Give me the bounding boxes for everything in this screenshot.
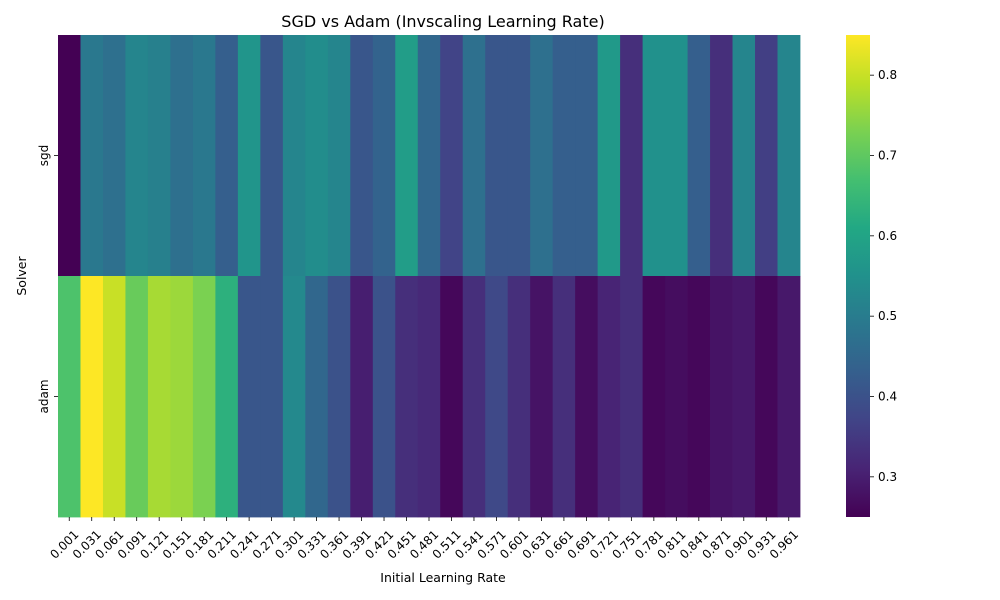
heatmap-cell-sgd-0.391 [350,35,374,277]
colorbar-ticks: 0.3 0.4 0.5 0.6 0.7 0.8 [870,68,897,484]
heatmap-cell-adam-0.961 [777,276,801,518]
heatmap-cell-adam-0.211 [215,276,239,518]
heatmap-cell-sgd-0.211 [215,35,239,277]
heatmap-cell-sgd-0.781 [642,35,666,277]
x-axis-label: Initial Learning Rate [380,570,506,585]
heatmap-cell-sgd-0.571 [485,35,509,277]
heatmap-cell-adam-0.451 [395,276,419,518]
heatmap-cell-adam-0.331 [305,276,329,518]
heatmap-cell-sgd-0.511 [440,35,464,277]
x-axis: 0.0010.0310.0610.0910.1210.1510.1810.211… [47,517,801,562]
heatmap-cell-adam-0.931 [755,276,778,518]
heatmap-cell-sgd-0.361 [327,35,351,277]
heatmap-cell-adam-0.061 [102,276,126,518]
y-axis: sgd adam [37,145,58,414]
heatmap-cell-adam-0.121 [147,276,171,518]
heatmap-cell-adam-0.751 [620,276,643,518]
heatmap-cell-adam-0.421 [372,276,396,518]
heatmap-cell-sgd-0.271 [260,35,284,277]
heatmap-cell-adam-0.151 [170,276,194,518]
heatmap-cell-adam-0.601 [507,276,531,518]
colorbar-tick-label: 0.4 [878,390,897,404]
heatmap-cell-sgd-0.691 [575,35,599,277]
heatmap-cell-sgd-0.931 [755,35,778,277]
heatmap-cell-sgd-0.751 [620,35,643,277]
heatmap-cell-adam-0.241 [237,276,261,518]
y-tick-label-sgd: sgd [37,145,51,167]
heatmap-cell-adam-0.691 [575,276,599,518]
heatmap-cell-sgd-0.871 [710,35,733,277]
heatmap-cell-sgd-0.721 [597,35,621,277]
heatmap-cells [58,35,801,518]
heatmap-cell-sgd-0.601 [507,35,531,277]
heatmap-cell-sgd-0.091 [125,35,149,277]
heatmap-cell-adam-0.481 [417,276,441,518]
heatmap-cell-adam-0.661 [552,276,576,518]
heatmap-cell-adam-0.871 [710,276,733,518]
heatmap-cell-adam-0.511 [440,276,464,518]
heatmap-cell-sgd-0.031 [80,35,104,277]
heatmap-cell-adam-0.391 [350,276,374,518]
heatmap-cell-adam-0.571 [485,276,509,518]
heatmap-cell-sgd-0.541 [462,35,486,277]
heatmap-cell-adam-0.271 [260,276,284,518]
heatmap-cell-sgd-0.121 [147,35,171,277]
y-tick-label-adam: adam [37,379,51,413]
heatmap-cell-sgd-0.841 [687,35,711,277]
heatmap-cell-sgd-0.451 [395,35,419,277]
colorbar-tick-label: 0.8 [878,68,897,82]
heatmap-cell-sgd-0.811 [665,35,688,277]
heatmap-cell-adam-0.001 [58,276,81,518]
heatmap-cell-sgd-0.241 [237,35,261,277]
heatmap-cell-adam-0.091 [125,276,149,518]
y-axis-label: Solver [14,256,29,296]
heatmap-cell-adam-0.301 [282,276,306,518]
heatmap-cell-adam-0.631 [530,276,554,518]
heatmap-cell-adam-0.181 [192,276,216,518]
heatmap-cell-sgd-0.001 [58,35,81,277]
heatmap-cell-adam-0.031 [80,276,104,518]
heatmap-cell-sgd-0.901 [732,35,756,277]
heatmap-cell-sgd-0.631 [530,35,554,277]
heatmap-cell-sgd-0.301 [282,35,306,277]
colorbar-tick-label: 0.7 [878,149,897,163]
heatmap-cell-adam-0.811 [665,276,688,518]
colorbar-tick-label: 0.5 [878,309,897,323]
heatmap-cell-sgd-0.961 [777,35,801,277]
heatmap-cell-adam-0.841 [687,276,711,518]
colorbar [846,35,870,517]
heatmap-cell-sgd-0.661 [552,35,576,277]
chart-title: SGD vs Adam (Invscaling Learning Rate) [281,12,604,31]
colorbar-tick-label: 0.3 [878,470,897,484]
heatmap-cell-sgd-0.181 [192,35,216,277]
heatmap-cell-adam-0.721 [597,276,621,518]
colorbar-tick-label: 0.6 [878,229,897,243]
heatmap-cell-sgd-0.331 [305,35,329,277]
heatmap-cell-adam-0.781 [642,276,666,518]
heatmap-cell-adam-0.361 [327,276,351,518]
heatmap-cell-sgd-0.421 [372,35,396,277]
heatmap-cell-adam-0.541 [462,276,486,518]
heatmap-cell-adam-0.901 [732,276,756,518]
heatmap-cell-sgd-0.061 [102,35,126,277]
heatmap-cell-sgd-0.481 [417,35,441,277]
heatmap-cell-sgd-0.151 [170,35,194,277]
